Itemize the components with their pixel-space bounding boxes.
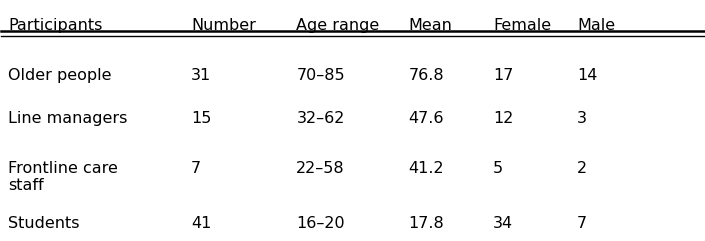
Text: 17.8: 17.8 <box>409 216 444 231</box>
Text: 7: 7 <box>577 216 587 231</box>
Text: Male: Male <box>577 18 615 33</box>
Text: Older people: Older people <box>8 68 112 83</box>
Text: Students: Students <box>8 216 80 231</box>
Text: Female: Female <box>493 18 551 33</box>
Text: Age range: Age range <box>296 18 379 33</box>
Text: 41.2: 41.2 <box>409 161 444 176</box>
Text: 16–20: 16–20 <box>296 216 345 231</box>
Text: 22–58: 22–58 <box>296 161 345 176</box>
Text: 41: 41 <box>191 216 212 231</box>
Text: Number: Number <box>191 18 256 33</box>
Text: Frontline care
staff: Frontline care staff <box>8 161 118 193</box>
Text: 34: 34 <box>493 216 513 231</box>
Text: 70–85: 70–85 <box>296 68 345 83</box>
Text: 31: 31 <box>191 68 212 83</box>
Text: 7: 7 <box>191 161 201 176</box>
Text: Mean: Mean <box>409 18 453 33</box>
Text: 32–62: 32–62 <box>296 111 345 126</box>
Text: 2: 2 <box>577 161 587 176</box>
Text: 15: 15 <box>191 111 212 126</box>
Text: 17: 17 <box>493 68 513 83</box>
Text: Line managers: Line managers <box>8 111 128 126</box>
Text: Participants: Participants <box>8 18 103 33</box>
Text: 5: 5 <box>493 161 503 176</box>
Text: 76.8: 76.8 <box>409 68 444 83</box>
Text: 3: 3 <box>577 111 587 126</box>
Text: 12: 12 <box>493 111 513 126</box>
Text: 47.6: 47.6 <box>409 111 444 126</box>
Text: 14: 14 <box>577 68 598 83</box>
